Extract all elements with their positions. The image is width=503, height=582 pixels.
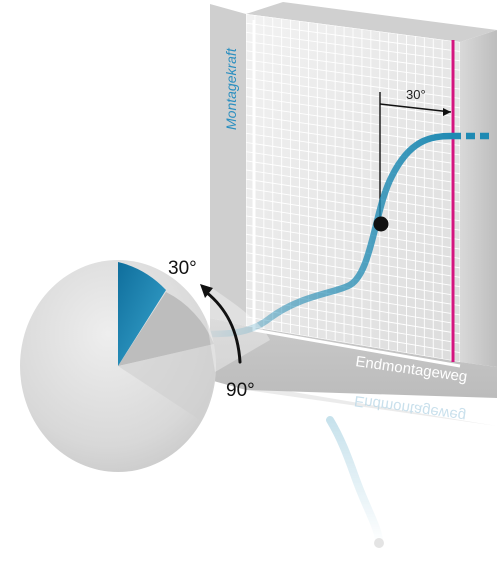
grid-line-horizontal: [246, 187, 460, 222]
grid-line-horizontal: [246, 142, 460, 175]
annotation-arrowhead-icon: [443, 108, 451, 116]
board-top-edge: [246, 2, 497, 42]
annotation-label: 30°: [406, 87, 426, 102]
force-curve: [196, 132, 456, 338]
grid-line-horizontal: [246, 123, 460, 156]
force-curve-group: [196, 132, 492, 338]
grid-line-horizontal: [246, 233, 460, 269]
y-axis-label: Montagekraft: [223, 47, 239, 130]
grid-line-horizontal: [246, 41, 460, 71]
grid-line-horizontal: [246, 151, 460, 184]
grid-line-horizontal: [246, 169, 460, 203]
rotation-start-label: 30°: [168, 258, 197, 279]
grid-line-horizontal: [246, 31, 460, 62]
disc-wedge-blue: [118, 262, 166, 366]
grid-line-horizontal: [246, 50, 460, 81]
grid-line-horizontal: [246, 86, 460, 118]
grid-line-horizontal: [246, 77, 460, 109]
grid-line-horizontal: [246, 215, 460, 250]
grid-line-horizontal: [246, 178, 460, 212]
board-reflection: [246, 384, 497, 549]
grid-line-horizontal: [246, 105, 460, 137]
grid-line-horizontal: [246, 197, 460, 231]
grid-line-horizontal: [246, 270, 460, 306]
annotation-span-line: [379, 103, 452, 113]
board-left-frame: [210, 4, 246, 326]
grid-line-horizontal: [246, 59, 460, 90]
board-floor: [210, 318, 497, 398]
grid-line-horizontal: [246, 132, 460, 165]
curve-reflection: [326, 416, 384, 549]
disc-wedge-grey: [118, 292, 214, 366]
grid-line-horizontal: [246, 242, 460, 278]
grid-line-horizontal: [246, 279, 460, 316]
board-side: [460, 30, 497, 367]
curved-arrow-up-icon: [200, 284, 242, 364]
grid-line-horizontal: [246, 68, 460, 99]
chart-board: [210, 2, 497, 398]
operating-point-dot-icon: [373, 216, 389, 232]
grid-line-horizontal: [246, 224, 460, 259]
grid-line-horizontal: [246, 288, 460, 325]
grid-line-horizontal: [246, 298, 460, 335]
disc-shade: [118, 344, 216, 420]
grid-line-horizontal: [246, 160, 460, 194]
grid-line-horizontal: [246, 316, 460, 354]
rotation-end-label: 90°: [226, 380, 255, 401]
grid-line-horizontal: [246, 96, 460, 128]
marker-reflection: [374, 538, 384, 548]
grid-line-horizontal: [246, 22, 460, 52]
grid-line-horizontal: [246, 206, 460, 241]
grid-line-horizontal: [246, 252, 460, 288]
x-axis-label-reflection: Endmontageweg: [353, 392, 467, 425]
